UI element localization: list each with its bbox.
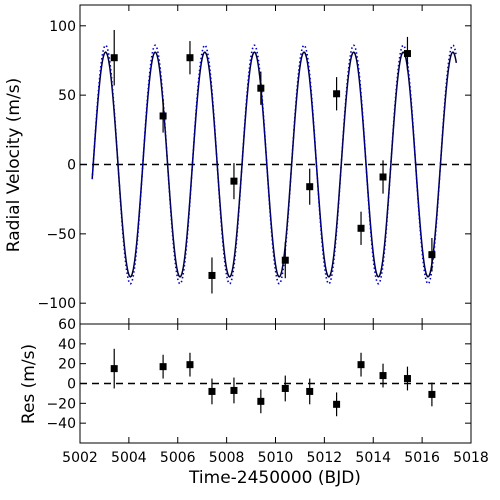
- rv-data-point: [186, 54, 194, 62]
- residual-x-tick-label: 5002: [62, 450, 98, 466]
- residual-y-axis-label: Res (m/s): [19, 344, 39, 424]
- residual-y-tick-label: 0: [67, 377, 76, 393]
- rv-data-point: [208, 271, 216, 279]
- residual-x-tick-label: 5006: [160, 450, 196, 466]
- residual-data-point: [208, 387, 216, 395]
- rv-y-tick-label: −50: [46, 227, 76, 243]
- residual-x-tick-label: 5014: [355, 450, 391, 466]
- residual-data-point: [428, 390, 436, 398]
- residual-y-tick-label: 20: [58, 357, 76, 373]
- rv-data-point: [333, 90, 341, 98]
- residual-y-tick-label: −20: [46, 396, 76, 412]
- rv-y-tick-label: 0: [67, 158, 76, 174]
- residual-data-point: [110, 365, 118, 373]
- rv-data-point: [110, 54, 118, 62]
- residual-y-ticks: −40 −20 0 20 40 60: [46, 317, 471, 432]
- residual-x-tick-label: 5016: [404, 450, 440, 466]
- residual-data-point: [186, 361, 194, 369]
- rv-x-ticks: [79, 5, 472, 324]
- residual-x-tick-label: 5008: [209, 450, 245, 466]
- residual-y-tick-label: 60: [58, 317, 76, 333]
- residual-y-tick-label: 40: [58, 337, 76, 353]
- rv-data-point: [230, 177, 238, 185]
- rv-data-point: [379, 173, 387, 181]
- rv-data-point: [428, 251, 436, 259]
- x-axis-label: Time-2450000 (BJD): [188, 468, 361, 488]
- residual-panel: Res (m/s) Time-2450000 (BJD) −40 −20 0 20 40…: [19, 317, 489, 488]
- rv-plot-area: [80, 29, 471, 294]
- rv-panel: Radial Velocity (m/s) −100 −50 0 50 100: [4, 4, 472, 325]
- rv-data-point: [257, 84, 265, 92]
- rv-data-point: [357, 224, 365, 232]
- rv-y-tick-label: −100: [38, 296, 76, 312]
- rv-y-tick-label: 100: [49, 19, 76, 35]
- residual-x-tick-label: 5004: [111, 450, 147, 466]
- residual-data-point: [306, 387, 314, 395]
- rv-y-axis-label: Radial Velocity (m/s): [4, 78, 24, 252]
- rv-data-point: [281, 256, 289, 264]
- residual-data-point: [379, 372, 387, 380]
- residual-x-tick-label: 5018: [453, 450, 489, 466]
- residual-data-point: [281, 384, 289, 392]
- rv-y-ticks: −100 −50 0 50 100: [38, 19, 471, 312]
- rv-data-point: [159, 112, 167, 120]
- residual-x-ticks: 5002 5004 5006 5008 5010 5012 5014 5016 5018: [62, 324, 489, 466]
- residual-y-tick-label: −40: [46, 416, 76, 432]
- residual-data-point: [357, 361, 365, 369]
- residual-data-point: [403, 375, 411, 383]
- rv-y-tick-label: 50: [58, 88, 76, 104]
- residual-x-tick-label: 5010: [258, 450, 294, 466]
- residual-plot-area: [80, 348, 471, 417]
- residual-data-point: [159, 363, 167, 371]
- residual-x-tick-label: 5012: [307, 450, 343, 466]
- rv-data-point: [403, 50, 411, 58]
- residual-data-point: [333, 400, 341, 408]
- rv-data-point: [306, 183, 314, 191]
- residual-data-point: [230, 386, 238, 394]
- residual-data-point: [257, 397, 265, 405]
